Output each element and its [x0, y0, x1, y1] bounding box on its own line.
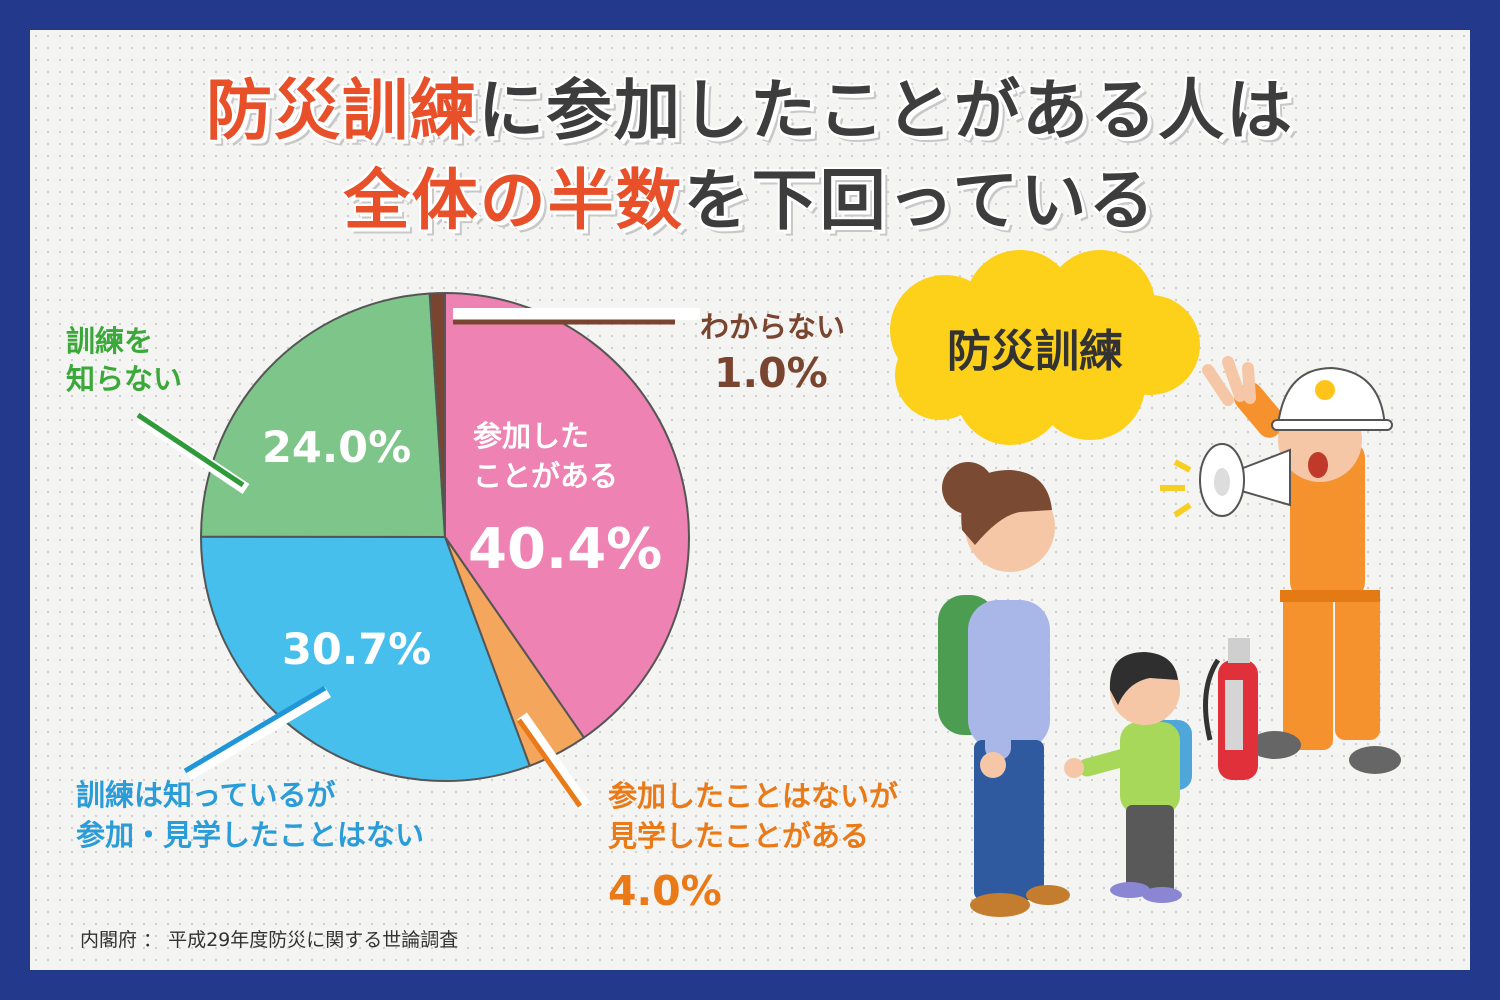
- leader-line-known-halo: [184, 686, 332, 781]
- leader-lines: [136, 308, 700, 810]
- unknown-training-value: 24.0%: [262, 423, 411, 473]
- participated-label-line-2: ことがある: [473, 459, 618, 493]
- child-illustration: [1064, 652, 1192, 903]
- title-line-2-rest: を下回っている: [683, 162, 1157, 239]
- woman-illustration: [938, 462, 1070, 917]
- title-line-1: 防災訓練に参加したことがある人は: [0, 66, 1500, 156]
- leader-line-unknown: [136, 412, 245, 488]
- dont-know-value: 1.0%: [714, 349, 828, 397]
- leader-line-observed-halo: [517, 712, 590, 810]
- slice-unknown-training: [199, 292, 447, 539]
- cloud-bubble: 防災訓練: [890, 250, 1200, 445]
- page-title: 防災訓練に参加したことがある人は 全体の半数を下回っている: [0, 66, 1500, 246]
- pie-slices: [199, 291, 690, 782]
- observed-value: 4.0%: [608, 867, 722, 915]
- known-not-participated-value: 30.7%: [282, 625, 431, 675]
- source-note: 内閣府 ： 平成29年度防災に関する世論調査: [80, 929, 459, 951]
- observed-label-line-2: 見学したことがある: [608, 819, 869, 853]
- known-not-participated-label-line-2: 参加・見学したことはない: [76, 818, 424, 852]
- title-line-1-highlight: 防災訓練: [206, 72, 478, 149]
- firefighter-illustration: [1160, 356, 1401, 774]
- participated-value: 40.4%: [468, 517, 662, 582]
- title-line-1-rest: に参加したことがある人は: [478, 72, 1294, 149]
- dont-know-label: わからない: [700, 310, 845, 344]
- fire-extinguisher-illustration: [1203, 638, 1258, 780]
- title-line-2-highlight: 全体の半数: [343, 162, 684, 239]
- unknown-training-label-line-1: 訓練を: [66, 324, 153, 358]
- participated-label-line-1: 参加した: [473, 419, 589, 453]
- slice-labels: 参加した ことがある 40.4% 24.0% 30.7% わからない 1.0% …: [66, 310, 898, 915]
- bubble-text: 防災訓練: [947, 326, 1123, 377]
- unknown-training-label-line-2: 知らない: [66, 362, 182, 396]
- title-line-2: 全体の半数を下回っている: [0, 156, 1500, 246]
- leader-line-observed: [516, 718, 583, 808]
- slice-dont-know: [428, 291, 446, 538]
- known-not-participated-label-line-1: 訓練は知っているが: [76, 778, 336, 812]
- observed-label-line-1: 参加したことはないが: [608, 779, 898, 813]
- slice-known-not-participated: [199, 535, 532, 782]
- leader-line-known: [183, 685, 327, 774]
